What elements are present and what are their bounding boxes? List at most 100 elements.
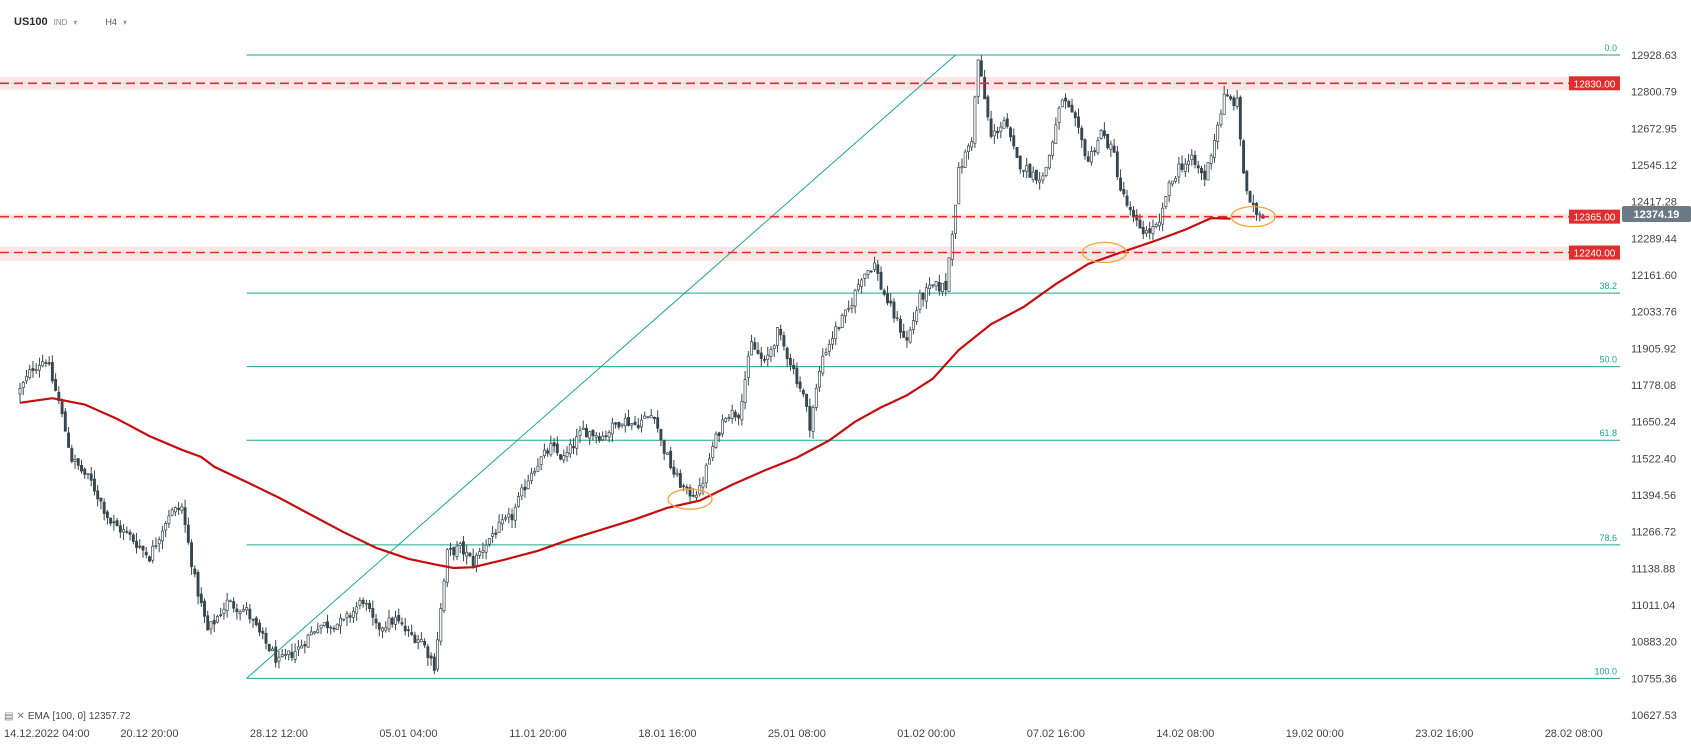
price-axis[interactable]: 12928.63 12800.79 12672.95 12545.12 12417.28… (1622, 50, 1691, 722)
candle-body (1225, 94, 1229, 97)
candle-body (1206, 162, 1210, 181)
candle-body (144, 551, 148, 556)
candle-body (326, 621, 329, 629)
candle-body (669, 450, 673, 469)
candle-body (296, 646, 300, 650)
candle-body (374, 618, 378, 624)
candle-body (173, 507, 177, 513)
candle-body (507, 513, 511, 518)
candle-body (876, 264, 880, 274)
candle-body (57, 391, 61, 401)
price-tick-label: 11394.56 (1631, 490, 1676, 502)
candle-body (1015, 147, 1019, 158)
candle-body (591, 429, 595, 437)
candle-body (921, 293, 925, 300)
candle-body (756, 349, 760, 354)
candle-body (1044, 166, 1048, 176)
candle-body (394, 616, 397, 625)
candle-body (950, 234, 954, 260)
candle-body (478, 551, 482, 556)
candle-body (1128, 206, 1132, 211)
candle-body (1229, 96, 1233, 100)
candle-body (539, 456, 543, 466)
candle-body (636, 424, 640, 429)
candle-body (821, 355, 825, 374)
list-icon[interactable]: ▤ (4, 711, 14, 722)
candle-body (54, 379, 58, 391)
candle-body (1060, 99, 1064, 108)
candle-body (523, 486, 527, 491)
chevron-down-icon[interactable]: ▾ (73, 17, 78, 27)
chart-header: US100 IND ▾ H4 ▾ (14, 12, 149, 32)
candle-body (966, 145, 970, 153)
candle-body (520, 487, 524, 497)
candle-body (364, 602, 368, 605)
candle-body (1232, 97, 1236, 107)
candle-body (646, 416, 650, 419)
fibonacci-retracement[interactable]: 0.0 38.2 50.0 61.8 78.6 100.0 (246, 43, 1620, 679)
candle-body (843, 309, 847, 317)
candle-body (529, 472, 533, 481)
candle-body (746, 355, 750, 378)
close-icon[interactable]: ✕ (16, 711, 25, 722)
candle-body (1083, 139, 1087, 157)
candle-body (267, 643, 271, 652)
level-price-tag (1569, 209, 1620, 224)
candle-body (902, 330, 906, 338)
candle-body (377, 622, 381, 630)
candle-body (118, 525, 122, 533)
candle-body (384, 627, 388, 631)
candle-body (293, 651, 297, 660)
candle-body (1190, 154, 1194, 160)
candle-body (125, 530, 129, 533)
candle-body (1141, 226, 1145, 235)
candle-body (93, 478, 96, 492)
candle-body (1157, 221, 1161, 227)
candle-body (471, 555, 475, 567)
chevron-down-icon[interactable]: ▾ (122, 17, 127, 27)
time-axis[interactable]: 14.12.2022 04:00 20.12 20:00 28.12 12:00 05… (4, 728, 1603, 740)
candle-body (86, 473, 90, 475)
candle-body (986, 96, 990, 118)
time-tick-label: 11.01 20:00 (509, 728, 566, 740)
candle-body (601, 435, 605, 441)
candle-body (322, 622, 326, 626)
candle-body (915, 310, 919, 322)
candle-body (665, 452, 669, 455)
symbol-label[interactable]: US100 (14, 16, 48, 28)
candle-body (164, 523, 168, 531)
candle-body (536, 465, 540, 472)
candle-body (254, 617, 258, 626)
candle-body (102, 501, 106, 514)
fib-level-label: 78.6 (1599, 533, 1617, 543)
candle-body (109, 517, 113, 524)
candle-body (847, 307, 851, 310)
candle-body (763, 358, 766, 361)
candle-body (630, 423, 634, 426)
candle-body (222, 608, 226, 614)
candle-body (290, 651, 294, 658)
candle-body (73, 459, 77, 462)
candle-body (67, 432, 71, 448)
candle-body (714, 433, 718, 448)
candle-body (575, 436, 579, 449)
price-tick-label: 11778.08 (1631, 380, 1676, 392)
time-tick-label: 14.02 08:00 (1156, 728, 1214, 740)
candle-body (691, 495, 695, 497)
candle-body (808, 405, 812, 431)
indicator-legend: ▤ ✕ EMA [100, 0] 12357.72 (4, 711, 131, 722)
candle-body (779, 328, 783, 336)
candle-body (1009, 127, 1012, 138)
candle-body (306, 634, 310, 648)
candle-body (850, 305, 854, 309)
horizontal-levels[interactable]: 12830.00 12365.00 12240.00 (0, 76, 1620, 260)
candle-body (743, 379, 747, 403)
candle-body (368, 602, 372, 609)
candle-body (1034, 169, 1038, 181)
candle-body (704, 464, 708, 484)
candle-body (510, 514, 514, 521)
time-tick-label: 05.01 04:00 (379, 728, 437, 740)
candle-body (455, 545, 459, 557)
timeframe-label[interactable]: H4 (105, 17, 117, 27)
